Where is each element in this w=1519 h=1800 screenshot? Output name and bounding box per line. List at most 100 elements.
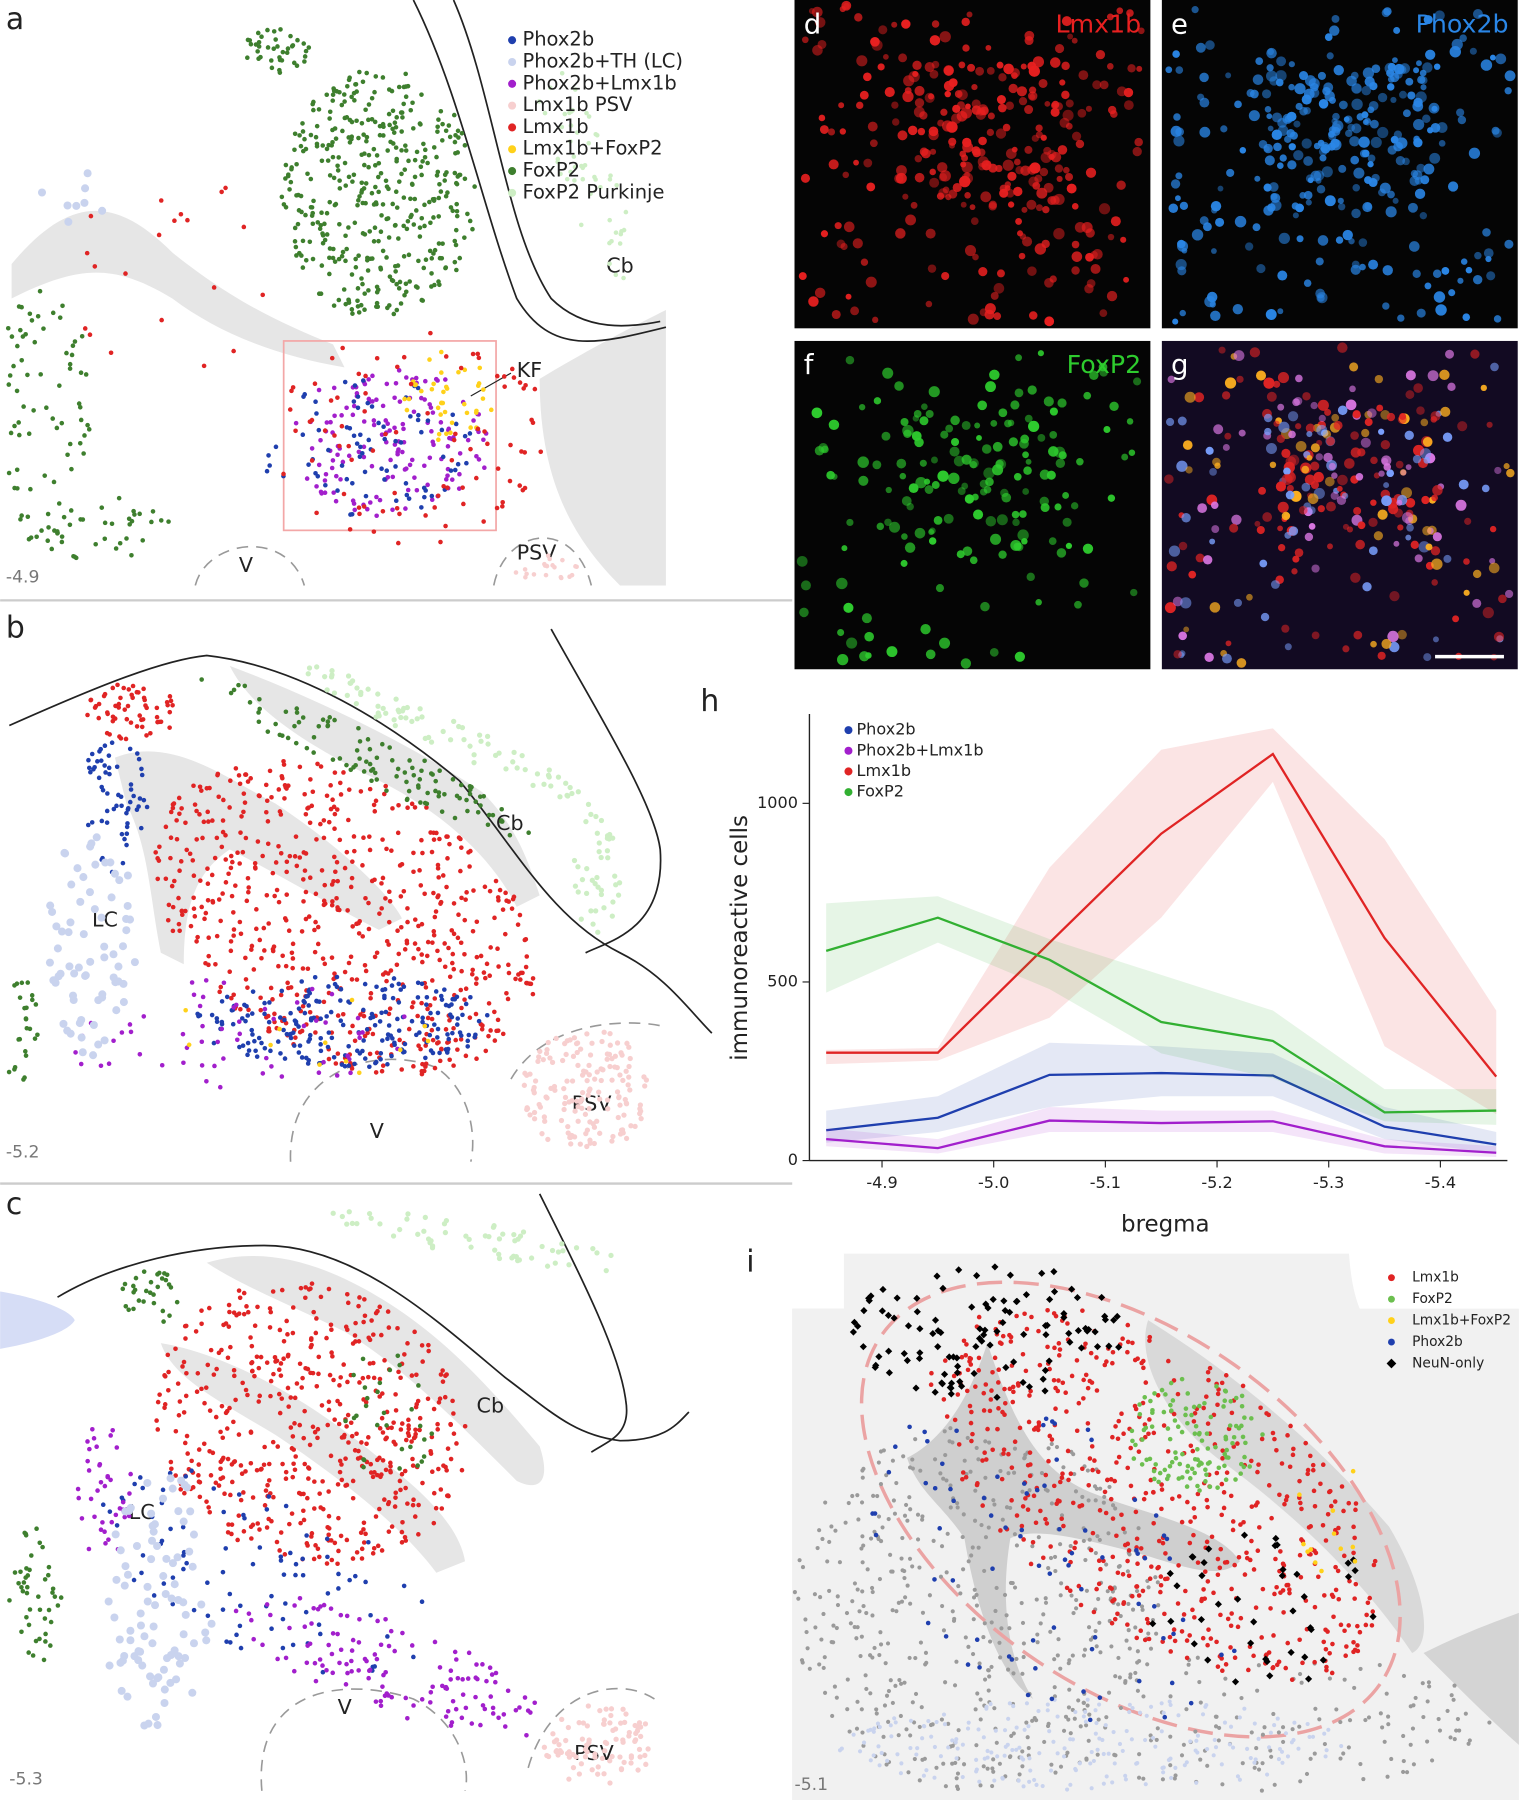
cell-dot bbox=[458, 836, 463, 842]
cell-dot bbox=[986, 1525, 991, 1530]
cell-dot bbox=[41, 326, 46, 331]
cell-dot bbox=[98, 206, 107, 215]
cell-dot bbox=[877, 1724, 882, 1730]
cell-dot bbox=[1012, 1470, 1017, 1475]
cell-dot bbox=[403, 1538, 409, 1543]
cell-dot bbox=[416, 923, 421, 929]
region-label: V bbox=[338, 1695, 352, 1719]
region-label: KF bbox=[517, 358, 542, 382]
cell-dot bbox=[22, 1075, 27, 1080]
cell-dot bbox=[132, 1541, 141, 1551]
cell-dot bbox=[353, 256, 358, 262]
cell-dot bbox=[1269, 1754, 1274, 1759]
cell-dot bbox=[857, 1749, 863, 1754]
region-label: Cb bbox=[477, 1393, 505, 1417]
cell-dot bbox=[852, 1624, 857, 1630]
cell-dot bbox=[807, 1666, 812, 1671]
cell-dot bbox=[300, 432, 306, 438]
cell-dot bbox=[1161, 1423, 1167, 1428]
cell-dot bbox=[1445, 1708, 1450, 1713]
cell-dot bbox=[908, 1718, 914, 1723]
cell-dot bbox=[231, 933, 236, 938]
cell-dot bbox=[1308, 1756, 1313, 1761]
cell-dot bbox=[151, 1300, 157, 1306]
cell-dot bbox=[394, 774, 399, 779]
cell-dot bbox=[1296, 1746, 1301, 1751]
cell-dot bbox=[1141, 1776, 1146, 1781]
cell-dot bbox=[349, 1648, 355, 1653]
cell-dot bbox=[861, 1743, 866, 1748]
cell-dot bbox=[905, 1583, 910, 1588]
cell-dot bbox=[202, 1636, 211, 1645]
cell-dot bbox=[401, 101, 406, 107]
cell-dot bbox=[1101, 1781, 1106, 1786]
cell-dot bbox=[1352, 1685, 1357, 1690]
cell-dot bbox=[803, 1617, 808, 1622]
cell-dot bbox=[95, 759, 100, 764]
cell-dot bbox=[374, 494, 379, 500]
cell-dot bbox=[116, 705, 122, 710]
cell-dot bbox=[349, 511, 355, 517]
cell-dot bbox=[1329, 1670, 1335, 1676]
cell-dot bbox=[257, 1545, 263, 1550]
cell-dot bbox=[80, 198, 89, 207]
cell-dot bbox=[327, 116, 332, 121]
cell-dot bbox=[168, 1526, 173, 1532]
cell-dot bbox=[386, 1023, 392, 1028]
cell-dot bbox=[362, 962, 368, 968]
cell-dot bbox=[326, 1407, 332, 1413]
cell-dot bbox=[433, 1505, 439, 1511]
cell-dot bbox=[369, 463, 375, 469]
cell-dot bbox=[638, 1116, 644, 1122]
cell-dot bbox=[28, 486, 33, 492]
cell-dot bbox=[450, 1398, 455, 1404]
cell-dot bbox=[575, 789, 581, 795]
cell-dot bbox=[626, 1063, 632, 1070]
cell-dot bbox=[1312, 1751, 1317, 1756]
cell-dot bbox=[902, 1680, 907, 1685]
cell-dot bbox=[380, 987, 385, 993]
cell-dot bbox=[83, 372, 89, 377]
cell-dot bbox=[478, 953, 484, 959]
cell-dot bbox=[264, 809, 269, 815]
cell-dot bbox=[375, 1389, 380, 1395]
cell-dot bbox=[846, 1500, 851, 1506]
cell-dot bbox=[292, 1421, 297, 1426]
cell-dot bbox=[1008, 1754, 1013, 1759]
cell-dot bbox=[404, 704, 410, 711]
cell-dot bbox=[234, 1632, 239, 1638]
cell-dot bbox=[431, 837, 437, 842]
cell-dot bbox=[401, 889, 407, 894]
cell-dot bbox=[377, 911, 382, 916]
cell-dot bbox=[419, 92, 424, 97]
cell-dot bbox=[549, 1247, 556, 1254]
cell-dot bbox=[269, 58, 274, 63]
cell-dot bbox=[850, 1599, 855, 1604]
cell-dot bbox=[269, 1593, 274, 1599]
cell-dot bbox=[297, 250, 302, 256]
cell-dot bbox=[1305, 1467, 1311, 1473]
cell-dot bbox=[594, 1069, 600, 1075]
cell-dot bbox=[1012, 1446, 1018, 1451]
cell-dot bbox=[337, 89, 342, 95]
cell-dot bbox=[310, 1370, 316, 1376]
cell-dot bbox=[1121, 1431, 1126, 1436]
cell-dot bbox=[302, 136, 307, 142]
cell-dot bbox=[59, 534, 65, 539]
cell-dot bbox=[1235, 1774, 1241, 1779]
cell-dot bbox=[344, 1661, 349, 1667]
cell-dot bbox=[424, 805, 429, 810]
cell-dot bbox=[315, 941, 321, 947]
cell-dot bbox=[59, 420, 65, 426]
cell-dot bbox=[283, 709, 289, 715]
cell-dot bbox=[1252, 1721, 1257, 1726]
cell-dot bbox=[365, 506, 370, 512]
cell-dot bbox=[996, 1367, 1002, 1373]
cell-dot bbox=[316, 107, 322, 112]
cell-dot bbox=[360, 1375, 366, 1381]
cell-dot bbox=[1290, 1452, 1296, 1458]
cell-dot bbox=[440, 121, 445, 127]
cell-dot bbox=[914, 1752, 919, 1757]
cell-dot bbox=[444, 431, 449, 437]
cell-dot bbox=[956, 1584, 961, 1589]
